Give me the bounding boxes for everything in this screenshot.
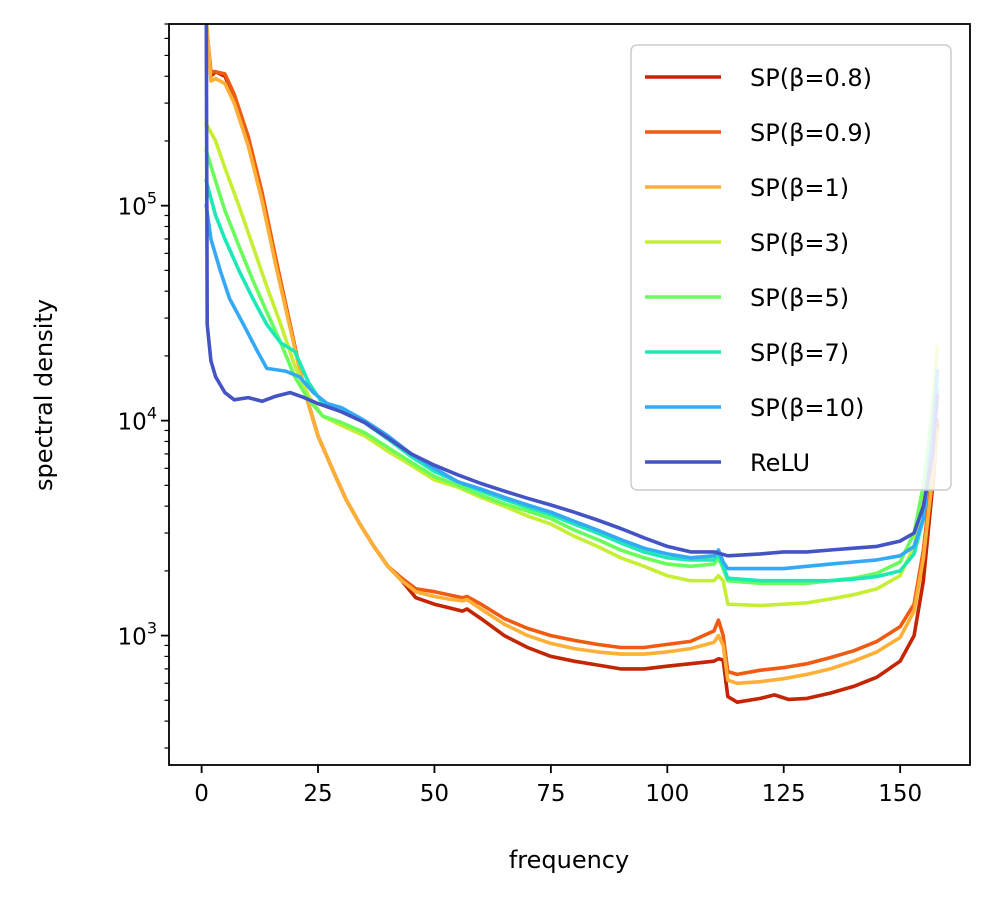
legend-box xyxy=(630,44,952,491)
x-tick-label-6: 150 xyxy=(878,781,922,807)
x-axis-label: frequency xyxy=(509,846,629,874)
x-tick-label-2: 50 xyxy=(420,781,449,807)
legend: SP(β=0.8) SP(β=0.9) SP(β=1) SP(β=3) SP(β=5) S… xyxy=(630,44,952,491)
series-lines xyxy=(203,24,940,704)
y-tick-label-1: 104 xyxy=(118,404,157,436)
x-tick-label-1: 25 xyxy=(303,781,332,807)
y-axis-label: spectral density xyxy=(30,299,58,491)
legend-label-7: ReLU xyxy=(750,449,810,477)
x-tick-label-5: 125 xyxy=(762,781,806,807)
y-tick-label-2: 105 xyxy=(118,189,157,221)
x-axis-ticks: 0 25 50 75 100 125 150 xyxy=(194,765,922,807)
x-tick-label-0: 0 xyxy=(194,781,209,807)
series-line-3 xyxy=(203,121,940,608)
series-line-7 xyxy=(204,24,940,558)
series-line-2 xyxy=(204,24,940,686)
legend-label-4: SP(β=5) xyxy=(750,284,849,312)
x-tick-label-3: 75 xyxy=(536,781,565,807)
legend-label-5: SP(β=7) xyxy=(750,339,849,367)
series-line-5 xyxy=(204,178,940,583)
series-line-6 xyxy=(204,203,940,571)
legend-label-6: SP(β=10) xyxy=(750,394,864,422)
y-tick-label-0: 103 xyxy=(118,619,157,651)
legend-label-3: SP(β=3) xyxy=(750,229,849,257)
plot-frame xyxy=(168,23,971,766)
legend-label-0: SP(β=0.8) xyxy=(750,64,872,92)
legend-label-2: SP(β=1) xyxy=(750,174,849,202)
y-axis-ticks: 103 104 105 xyxy=(118,23,169,749)
legend-label-1: SP(β=0.9) xyxy=(750,119,872,147)
x-tick-label-4: 100 xyxy=(645,781,689,807)
